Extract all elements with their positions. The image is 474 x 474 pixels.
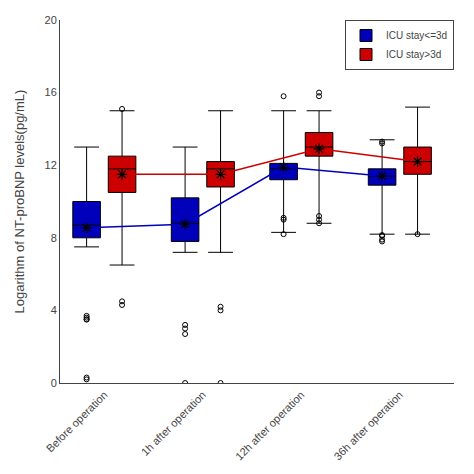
svg-text:ICU stay<=3d: ICU stay<=3d [386,30,447,41]
svg-text:36h after operation: 36h after operation [331,389,405,463]
svg-text:12h after operation: 12h after operation [233,389,307,463]
svg-text:16: 16 [45,86,57,98]
svg-text:12: 12 [45,159,57,171]
svg-text:8: 8 [51,232,57,244]
svg-text:Logarithm of NT-proBNP levels(: Logarithm of NT-proBNP levels(pg/mL) [12,90,27,314]
svg-text:0: 0 [51,377,57,389]
svg-text:1h after operation: 1h after operation [139,389,208,458]
svg-text:4: 4 [51,304,57,316]
svg-text:20: 20 [45,14,57,26]
svg-text:Before operation: Before operation [44,389,110,455]
svg-text:ICU stay>3d: ICU stay>3d [386,49,441,60]
